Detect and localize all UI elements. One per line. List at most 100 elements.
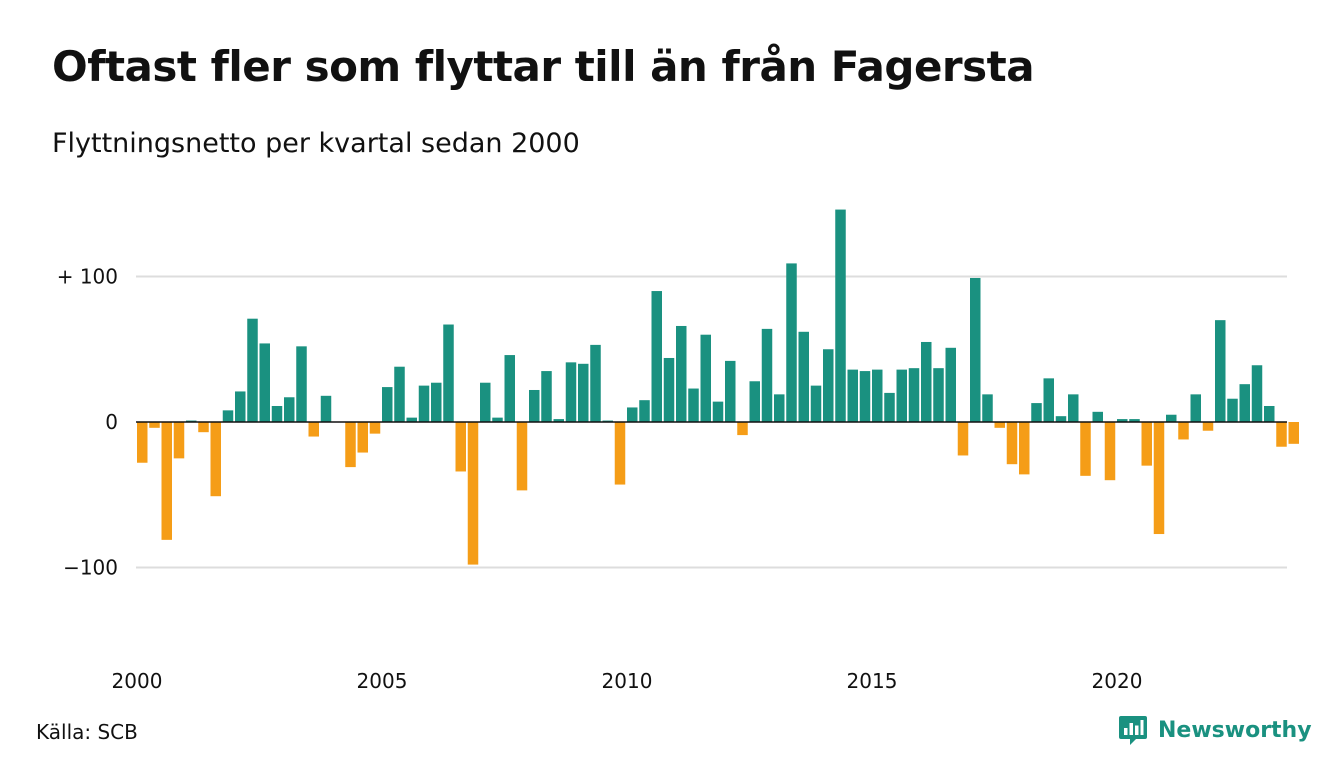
bar — [1006, 422, 1018, 465]
bar — [394, 366, 405, 422]
bar — [259, 343, 270, 422]
bar — [247, 318, 258, 422]
bar — [357, 422, 368, 453]
chart-title: Oftast fler som flyttar till än från Fag… — [52, 42, 1035, 91]
bar — [406, 417, 417, 422]
bar — [1141, 422, 1152, 466]
bar — [1092, 411, 1103, 422]
bar-chart: + 100 0 −100 2000 2005 2010 2015 2020 — [57, 209, 1299, 694]
bar — [774, 394, 785, 422]
x-tick-label: 2005 — [357, 669, 408, 693]
brand-logo: Newsworthy — [1118, 714, 1312, 746]
axis-labels: + 100 0 −100 2000 2005 2010 2015 2020 — [57, 265, 1143, 694]
bar — [1055, 416, 1067, 422]
grid-lines — [136, 275, 1287, 569]
bar — [345, 422, 356, 468]
bar — [1019, 422, 1030, 475]
bar — [455, 422, 466, 472]
bar — [431, 382, 442, 422]
bar — [553, 419, 564, 422]
bar — [798, 331, 809, 422]
bar — [137, 422, 148, 463]
bar — [823, 349, 834, 422]
bar — [382, 387, 393, 422]
x-tick-label: 2000 — [112, 669, 163, 693]
chart-subtitle: Flyttningsnetto per kvartal sedan 2000 — [52, 128, 580, 159]
bar — [149, 422, 160, 428]
bar — [320, 395, 332, 422]
bar — [921, 341, 932, 422]
bar — [908, 368, 920, 422]
bar — [222, 410, 234, 422]
bar — [1202, 422, 1214, 431]
bar — [1043, 378, 1054, 422]
bar — [467, 422, 479, 565]
bar — [418, 385, 430, 422]
bars — [136, 209, 1299, 565]
bar — [651, 291, 662, 422]
bar — [443, 324, 454, 422]
bar — [614, 422, 626, 485]
bar — [749, 381, 760, 422]
y-tick-label: 0 — [105, 410, 118, 434]
bar — [1264, 405, 1275, 422]
bar — [835, 209, 846, 422]
bar — [1104, 422, 1116, 481]
newsworthy-logo-icon — [1119, 716, 1147, 745]
bar — [1276, 422, 1287, 447]
bar — [639, 400, 650, 422]
bar — [1031, 403, 1042, 422]
bar — [737, 422, 748, 436]
bar — [565, 362, 577, 422]
x-tick-label: 2015 — [847, 669, 898, 693]
bar — [235, 391, 246, 422]
bar — [1153, 422, 1165, 535]
bar — [173, 422, 185, 459]
bar — [541, 371, 552, 422]
source-note: Källa: SCB — [36, 720, 138, 744]
bar — [761, 328, 773, 422]
bar — [1190, 394, 1201, 422]
bar — [296, 346, 307, 422]
bar — [627, 407, 638, 422]
bar — [529, 389, 540, 422]
x-tick-label: 2020 — [1092, 669, 1143, 693]
bar — [994, 422, 1005, 428]
bar — [516, 422, 528, 491]
bar — [198, 422, 209, 433]
bar — [982, 394, 993, 422]
bar — [663, 357, 675, 422]
bar — [712, 401, 724, 422]
bar — [284, 397, 295, 422]
bar — [676, 325, 687, 422]
bar — [688, 388, 699, 422]
bar — [492, 417, 503, 422]
bar — [700, 334, 711, 422]
bar — [945, 347, 956, 422]
bar — [970, 277, 981, 422]
bar — [308, 422, 319, 437]
bar — [1166, 414, 1177, 422]
bar — [957, 422, 969, 456]
bar — [1068, 394, 1079, 422]
bar — [210, 422, 221, 497]
bar — [810, 385, 822, 422]
bar — [161, 422, 172, 540]
bar — [884, 392, 895, 422]
bar — [859, 371, 871, 422]
bar — [1080, 422, 1091, 476]
bar — [1129, 419, 1140, 422]
bar — [1117, 419, 1128, 422]
y-tick-label: + 100 — [57, 265, 118, 289]
bar — [786, 263, 797, 422]
bar — [369, 422, 381, 434]
bar — [1178, 422, 1189, 440]
x-tick-label: 2010 — [602, 669, 653, 693]
bar — [1239, 384, 1250, 422]
bar — [896, 369, 907, 422]
bar — [1215, 320, 1226, 422]
bar — [1251, 365, 1263, 422]
y-tick-label: −100 — [63, 556, 118, 580]
bar — [872, 369, 883, 422]
bar — [725, 360, 736, 422]
